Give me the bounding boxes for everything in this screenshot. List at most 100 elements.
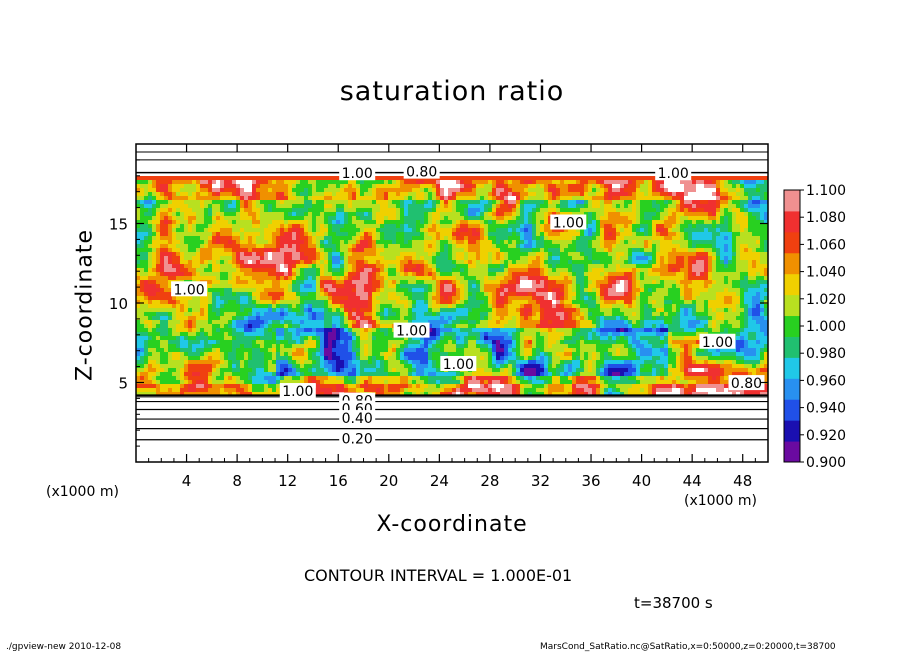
field-cell [400, 276, 404, 280]
field-cell [156, 288, 160, 292]
field-cell [676, 248, 680, 252]
field-cell [456, 188, 460, 192]
field-cell [260, 220, 264, 224]
field-cell [432, 256, 436, 260]
field-cell [356, 180, 360, 184]
field-cell [608, 284, 612, 288]
field-cell [612, 188, 616, 192]
field-cell [664, 188, 668, 192]
field-cell [156, 220, 160, 224]
field-cell [160, 288, 164, 292]
field-cell [736, 184, 740, 188]
field-cell [536, 268, 540, 272]
field-cell [224, 280, 228, 284]
field-cell [272, 204, 276, 208]
field-cell [428, 284, 432, 288]
field-cell [660, 252, 664, 256]
field-cell [164, 232, 168, 236]
field-cell [660, 196, 664, 200]
field-cell [160, 264, 164, 268]
field-cell [368, 268, 372, 272]
field-cell [632, 296, 636, 300]
field-cell [160, 292, 164, 296]
field-cell [548, 208, 552, 212]
field-cell [588, 228, 592, 232]
field-cell [452, 212, 456, 216]
field-cell [508, 200, 512, 204]
field-cell [452, 208, 456, 212]
field-cell [328, 212, 332, 216]
field-cell [696, 232, 700, 236]
field-cell [348, 244, 352, 248]
field-cell [572, 276, 576, 280]
field-cell [348, 292, 352, 296]
field-cell [372, 216, 376, 220]
field-cell [328, 224, 332, 228]
field-cell [596, 208, 600, 212]
field-cell [360, 204, 364, 208]
field-cell [248, 196, 252, 200]
field-cell [400, 188, 404, 192]
field-cell [504, 240, 508, 244]
field-cell [660, 268, 664, 272]
field-cell [524, 296, 528, 300]
field-cell [504, 264, 508, 268]
field-cell [564, 240, 568, 244]
field-cell [396, 180, 400, 184]
field-cell [368, 224, 372, 228]
field-cell [556, 192, 560, 196]
field-cell [700, 288, 704, 292]
field-cell [732, 252, 736, 256]
field-cell [532, 204, 536, 208]
field-cell [500, 288, 504, 292]
field-cell [304, 260, 308, 264]
field-cell [596, 276, 600, 280]
field-cell [464, 248, 468, 252]
field-cell [156, 184, 160, 188]
field-cell [564, 232, 568, 236]
field-cell [396, 288, 400, 292]
field-cell [688, 292, 692, 296]
field-cell [552, 176, 556, 180]
field-cell [508, 240, 512, 244]
field-cell [272, 220, 276, 224]
field-cell [704, 180, 708, 184]
field-cell [244, 224, 248, 228]
field-cell [216, 228, 220, 232]
field-cell [636, 200, 640, 204]
field-cell [572, 256, 576, 260]
field-cell [712, 252, 716, 256]
field-cell [348, 204, 352, 208]
field-cell [672, 232, 676, 236]
field-cell [208, 256, 212, 260]
field-cell [592, 208, 596, 212]
field-cell [700, 208, 704, 212]
field-cell [668, 236, 672, 240]
field-cell [764, 204, 768, 208]
field-cell [148, 176, 152, 180]
field-cell [460, 268, 464, 272]
field-cell [596, 288, 600, 292]
field-cell [276, 284, 280, 288]
field-cell [356, 280, 360, 284]
field-cell [416, 296, 420, 300]
field-cell [232, 300, 236, 304]
field-cell [692, 204, 696, 208]
field-cell [592, 224, 596, 228]
field-cell [552, 200, 556, 204]
field-cell [640, 180, 644, 184]
field-cell [244, 288, 248, 292]
field-cell [436, 192, 440, 196]
field-cell [512, 184, 516, 188]
field-cell [696, 272, 700, 276]
field-cell [216, 300, 220, 304]
field-cell [376, 176, 380, 180]
field-cell [716, 272, 720, 276]
field-cell [668, 204, 672, 208]
field-cell [420, 220, 424, 224]
field-cell [668, 292, 672, 296]
field-cell [732, 256, 736, 260]
field-cell [388, 272, 392, 276]
field-cell [676, 196, 680, 200]
field-cell [328, 180, 332, 184]
